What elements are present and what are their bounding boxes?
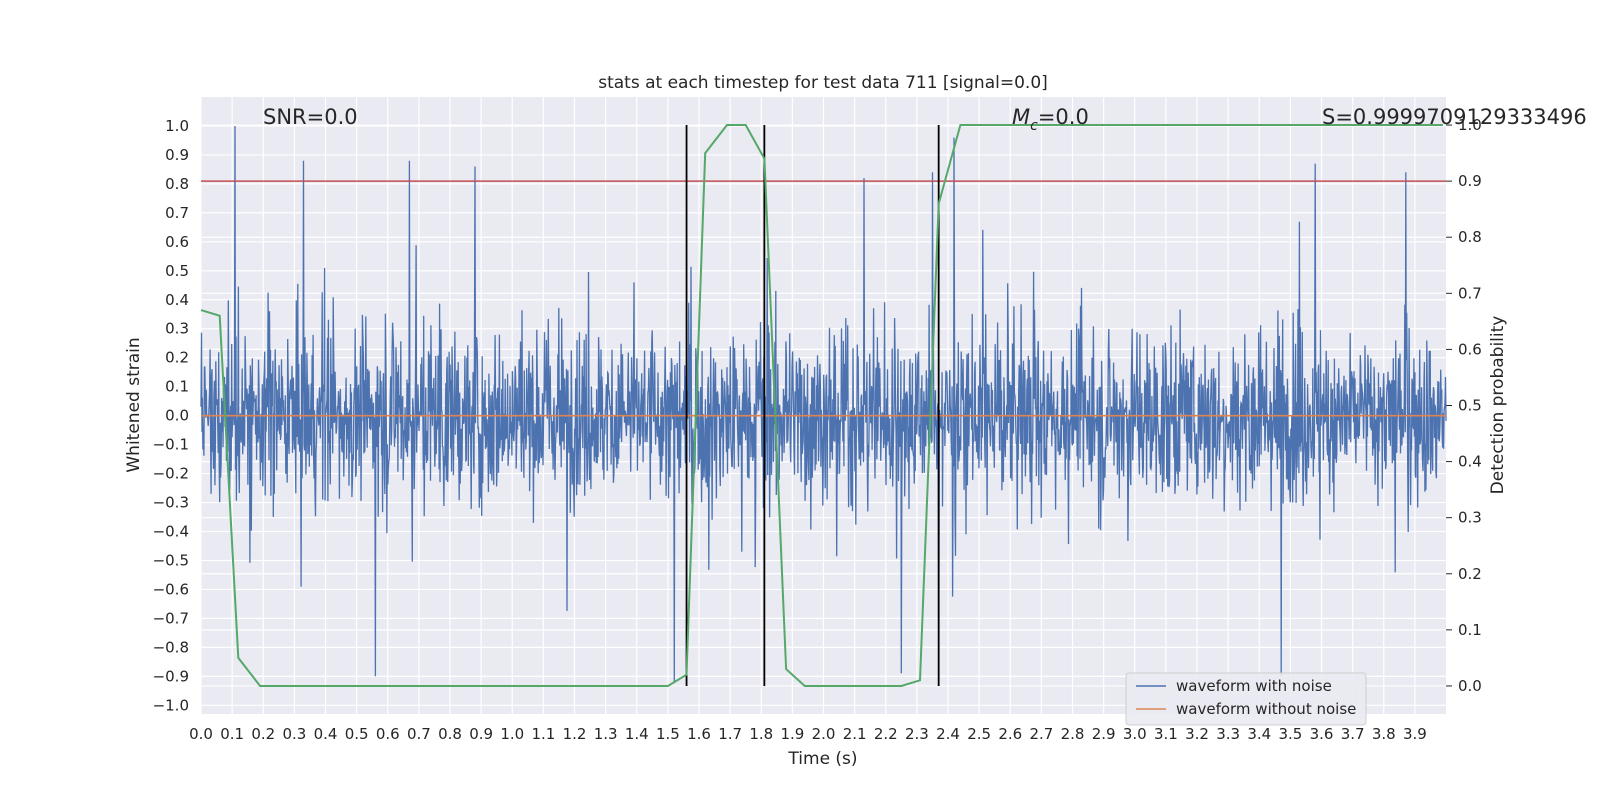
x-tick-label: 2.4	[936, 725, 960, 743]
y-right-tick-label: 0.0	[1458, 677, 1482, 695]
waveform-with-noise-line	[200, 125, 1447, 683]
x-tick-label: 0.9	[469, 725, 493, 743]
x-tick-label: 0.4	[314, 725, 338, 743]
x-tick-label: 3.0	[1123, 725, 1147, 743]
y-right-tick-label: 0.9	[1458, 172, 1482, 190]
x-tick-label: 3.3	[1216, 725, 1240, 743]
y-left-tick-label: 0.4	[165, 291, 189, 309]
y-axis-label-right: Detection probability	[1488, 316, 1508, 495]
x-tick-label: 1.0	[500, 725, 524, 743]
y-left-tick-label: 0.3	[165, 320, 189, 338]
y-left-tick-label: 0.7	[165, 204, 189, 222]
y-right-tick-label: 0.6	[1458, 340, 1482, 358]
series-detection-probability	[200, 124, 1443, 687]
x-tick-labels: 0.0 0.1 0.2 0.3 0.4 0.5 0.6 0.7 0.8 0.9 1.0 1.1 1.2 1…	[189, 725, 1427, 743]
y-left-tick-label: −0.4	[153, 523, 189, 541]
x-tick-label: 0.5	[345, 725, 369, 743]
y-right-tick-label: 0.8	[1458, 228, 1482, 246]
y-right-tick-label: 0.1	[1458, 621, 1482, 639]
y-right-tick-labels: 1.0 0.9 0.8 0.7 0.6 0.5 0.4 0.3 0.2 0.1 0.0	[1458, 116, 1482, 695]
y-left-tick-label: −0.3	[153, 494, 189, 512]
x-tick-label: 2.3	[905, 725, 929, 743]
y-right-tick-label: 0.7	[1458, 284, 1482, 302]
x-tick-label: 0.7	[407, 725, 431, 743]
x-tick-label: 0.2	[251, 725, 275, 743]
chart-title: stats at each timestep for test data 711…	[598, 73, 1048, 93]
snr-annotation: SNR=0.0	[263, 105, 358, 129]
x-tick-label: 0.1	[220, 725, 244, 743]
x-tick-label: 2.6	[998, 725, 1022, 743]
x-tick-label: 3.5	[1278, 725, 1302, 743]
x-tick-label: 0.0	[189, 725, 213, 743]
x-tick-label: 0.3	[282, 725, 306, 743]
x-tick-label: 2.9	[1092, 725, 1116, 743]
y-left-tick-label: 0.9	[165, 146, 189, 164]
x-tick-label: 3.7	[1341, 725, 1365, 743]
x-tick-label: 3.2	[1185, 725, 1209, 743]
x-tick-label: 1.4	[625, 725, 649, 743]
x-tick-label: 2.7	[1029, 725, 1053, 743]
y-left-tick-label: −0.2	[153, 465, 189, 483]
y-right-tick-label: 1.0	[1458, 116, 1482, 134]
series-waveform-with-noise	[200, 125, 1447, 683]
x-tick-label: 1.7	[718, 725, 742, 743]
x-tick-label: 1.3	[594, 725, 618, 743]
legend-label-noise: waveform with noise	[1176, 677, 1332, 695]
y-left-tick-label: 1.0	[165, 117, 189, 135]
y-right-tick-label: 0.2	[1458, 565, 1482, 583]
y-left-tick-label: −1.0	[153, 696, 189, 714]
y-left-tick-label: 0.6	[165, 233, 189, 251]
x-tick-label: 1.2	[563, 725, 587, 743]
y-left-tick-label: −0.5	[153, 551, 189, 569]
x-axis-label: Time (s)	[787, 749, 857, 769]
y-left-tick-label: 0.5	[165, 262, 189, 280]
y-left-tick-label: 0.0	[165, 407, 189, 425]
y-right-tick-label: 0.5	[1458, 397, 1482, 415]
chirp-mass-annotation: Mc=0.0	[1012, 105, 1089, 134]
y-left-tick-label: 0.1	[165, 378, 189, 396]
x-tick-label: 2.8	[1061, 725, 1085, 743]
x-tick-label: 1.8	[749, 725, 773, 743]
y-left-tick-label: −0.9	[153, 667, 189, 685]
y-right-tick-label: 0.4	[1458, 453, 1482, 471]
y-left-tick-label: −0.1	[153, 436, 189, 454]
x-tick-label: 0.6	[376, 725, 400, 743]
x-tick-label: 1.6	[687, 725, 711, 743]
x-tick-label: 3.9	[1403, 725, 1427, 743]
y-left-tick-label: −0.7	[153, 609, 189, 627]
y-left-tick-labels: 1.0 0.9 0.8 0.7 0.6 0.5 0.4 0.3 0.2 0.1 0.0 −0.1 −0.…	[153, 117, 189, 714]
x-tick-label: 2.2	[874, 725, 898, 743]
x-tick-label: 1.1	[531, 725, 555, 743]
x-tick-label: 3.1	[1154, 725, 1178, 743]
x-tick-label: 0.8	[438, 725, 462, 743]
legend-box	[1125, 672, 1367, 726]
x-tick-label: 3.6	[1310, 725, 1334, 743]
x-tick-label: 3.8	[1372, 725, 1396, 743]
x-tick-label: 1.5	[656, 725, 680, 743]
legend-label-clean: waveform without noise	[1176, 700, 1356, 718]
y-left-tick-label: −0.6	[153, 580, 189, 598]
legend: waveform with noise waveform without noi…	[1125, 672, 1367, 726]
y-right-tick-label: 0.3	[1458, 509, 1482, 527]
y-left-tick-label: 0.2	[165, 349, 189, 367]
x-tick-label: 1.9	[780, 725, 804, 743]
y-axis-label-left: Whitened strain	[124, 337, 144, 472]
detection-probability-line	[200, 124, 1443, 687]
x-tick-label: 3.4	[1247, 725, 1271, 743]
y-left-tick-label: 0.8	[165, 175, 189, 193]
x-tick-label: 2.0	[812, 725, 836, 743]
x-tick-label: 2.1	[843, 725, 867, 743]
score-annotation: S=0.9999709129333496	[1322, 105, 1587, 129]
y-left-tick-label: −0.8	[153, 638, 189, 656]
x-tick-label: 2.5	[967, 725, 991, 743]
